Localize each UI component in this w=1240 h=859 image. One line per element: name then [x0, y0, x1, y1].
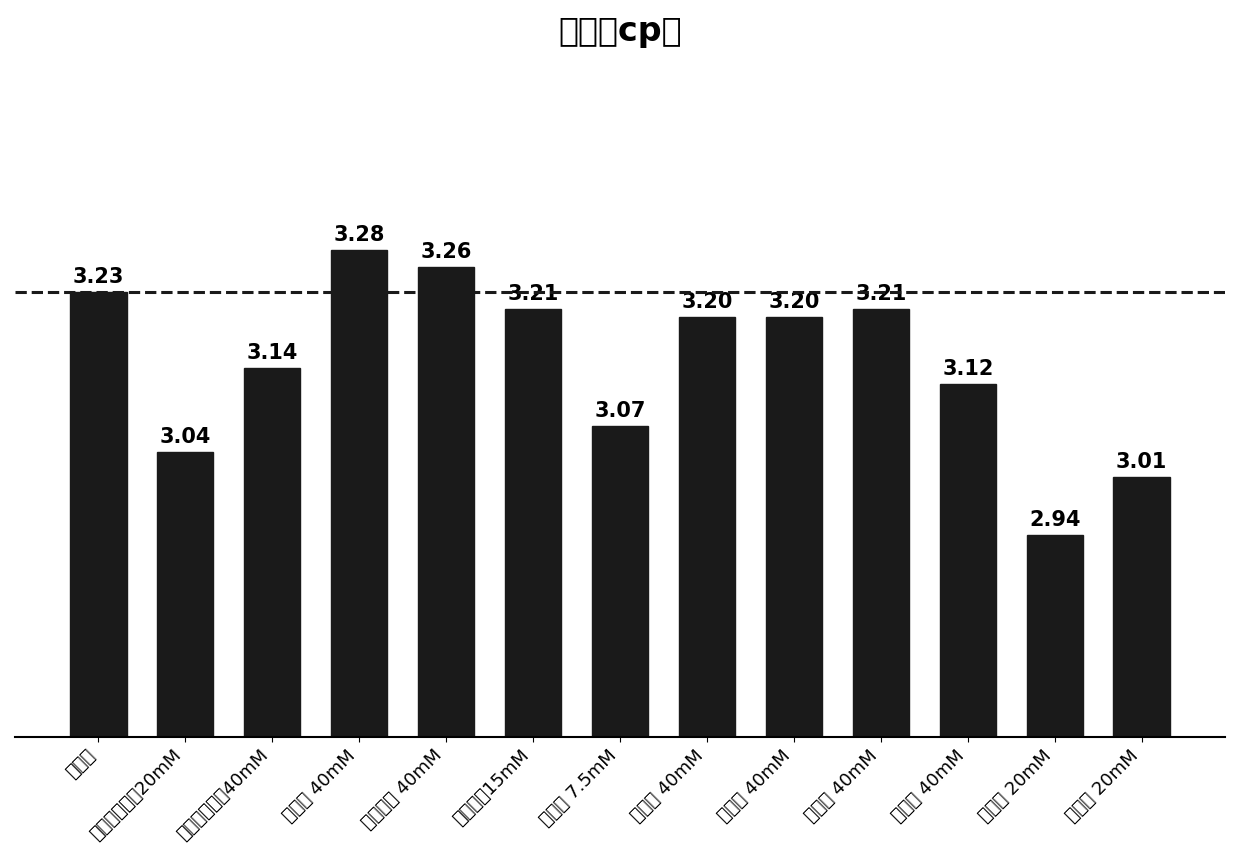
- Bar: [418, 267, 475, 859]
- Bar: [591, 426, 649, 859]
- Text: 3.14: 3.14: [247, 343, 298, 362]
- Text: 3.04: 3.04: [160, 427, 211, 447]
- Text: 3.01: 3.01: [1116, 452, 1167, 472]
- Text: 3.21: 3.21: [507, 284, 559, 304]
- Text: 3.21: 3.21: [856, 284, 906, 304]
- Bar: [331, 250, 387, 859]
- Bar: [244, 368, 300, 859]
- Bar: [940, 385, 996, 859]
- Text: 3.26: 3.26: [420, 242, 471, 262]
- Bar: [1027, 535, 1083, 859]
- Text: 3.20: 3.20: [681, 292, 733, 313]
- Bar: [157, 452, 213, 859]
- Text: 3.20: 3.20: [769, 292, 820, 313]
- Text: 2.94: 2.94: [1029, 510, 1080, 530]
- Text: 3.07: 3.07: [594, 401, 646, 422]
- Text: 3.23: 3.23: [73, 267, 124, 287]
- Bar: [765, 318, 822, 859]
- Bar: [678, 318, 735, 859]
- Text: 3.28: 3.28: [334, 225, 384, 246]
- Bar: [69, 292, 126, 859]
- Bar: [853, 309, 909, 859]
- Bar: [1114, 477, 1171, 859]
- Bar: [505, 309, 562, 859]
- Title: 黏度（cp）: 黏度（cp）: [558, 15, 682, 48]
- Text: 3.12: 3.12: [942, 359, 993, 380]
